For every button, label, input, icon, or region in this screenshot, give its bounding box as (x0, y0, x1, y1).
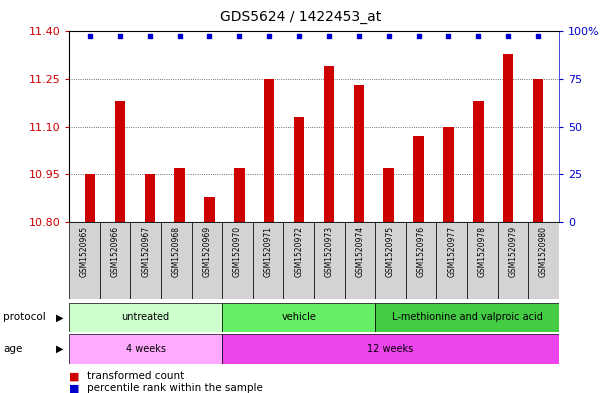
Point (474, 33, 483, 39)
Bar (503, 54, 513, 222)
Text: GSM1520967: GSM1520967 (141, 226, 150, 277)
Text: GSM1520977: GSM1520977 (447, 226, 456, 277)
Text: GSM1520968: GSM1520968 (172, 226, 181, 277)
Text: GSM1520975: GSM1520975 (386, 226, 395, 277)
Bar (85, 174, 95, 222)
Point (205, 33, 215, 39)
Point (533, 33, 543, 39)
Point (354, 33, 364, 39)
Bar (284, 222, 314, 299)
Bar (406, 222, 436, 299)
Text: ▶: ▶ (56, 344, 63, 354)
Text: GSM1520980: GSM1520980 (539, 226, 548, 277)
Bar (234, 168, 245, 222)
Bar (204, 196, 215, 222)
Point (234, 33, 244, 39)
Text: GSM1520971: GSM1520971 (264, 226, 273, 277)
Point (413, 33, 423, 39)
Bar (161, 222, 192, 299)
Bar (375, 303, 559, 332)
Bar (69, 222, 100, 299)
Text: 4 weeks: 4 weeks (126, 344, 166, 354)
Text: GSM1520965: GSM1520965 (80, 226, 89, 277)
Bar (222, 222, 253, 299)
Point (294, 33, 304, 39)
Text: untreated: untreated (121, 312, 169, 322)
Bar (467, 222, 498, 299)
Bar (528, 222, 559, 299)
Bar (498, 222, 528, 299)
Bar (100, 222, 130, 299)
Bar (222, 303, 375, 332)
Bar (324, 66, 334, 222)
Point (85, 33, 95, 39)
Text: ■: ■ (69, 371, 79, 382)
Bar (375, 222, 406, 299)
Text: ▶: ▶ (56, 312, 63, 322)
Bar (115, 101, 125, 222)
Text: GSM1520973: GSM1520973 (325, 226, 334, 277)
Point (384, 33, 394, 39)
Text: GSM1520979: GSM1520979 (508, 226, 517, 277)
Point (145, 33, 154, 39)
Text: age: age (3, 344, 22, 354)
Point (324, 33, 334, 39)
Text: GSM1520976: GSM1520976 (416, 226, 426, 277)
Bar (192, 222, 222, 299)
Text: GSM1520969: GSM1520969 (203, 226, 212, 277)
Bar (436, 222, 467, 299)
Bar (253, 222, 284, 299)
Point (175, 33, 185, 39)
Text: protocol: protocol (3, 312, 46, 322)
Text: transformed count: transformed count (87, 371, 185, 382)
Bar (353, 85, 364, 222)
Bar (130, 222, 161, 299)
Text: percentile rank within the sample: percentile rank within the sample (87, 383, 263, 393)
Text: GSM1520974: GSM1520974 (355, 226, 364, 277)
Bar (264, 79, 275, 222)
Text: GDS5624 / 1422453_at: GDS5624 / 1422453_at (220, 10, 381, 24)
Bar (69, 303, 222, 332)
Text: vehicle: vehicle (281, 312, 316, 322)
Text: GSM1520972: GSM1520972 (294, 226, 304, 277)
Point (444, 33, 453, 39)
Bar (144, 174, 155, 222)
Bar (413, 136, 424, 222)
Text: GSM1520970: GSM1520970 (233, 226, 242, 277)
Bar (174, 168, 185, 222)
Bar (344, 222, 375, 299)
Bar (473, 101, 484, 222)
Bar (443, 127, 454, 222)
Bar (294, 117, 304, 222)
Point (504, 33, 513, 39)
Text: ■: ■ (69, 383, 79, 393)
Point (264, 33, 274, 39)
Text: L-methionine and valproic acid: L-methionine and valproic acid (392, 312, 543, 322)
Bar (222, 334, 559, 364)
Bar (69, 334, 222, 364)
Bar (383, 168, 394, 222)
Text: 12 weeks: 12 weeks (367, 344, 413, 354)
Text: GSM1520966: GSM1520966 (111, 226, 120, 277)
Text: GSM1520978: GSM1520978 (478, 226, 487, 277)
Bar (533, 79, 543, 222)
Point (115, 33, 124, 39)
Bar (314, 222, 344, 299)
